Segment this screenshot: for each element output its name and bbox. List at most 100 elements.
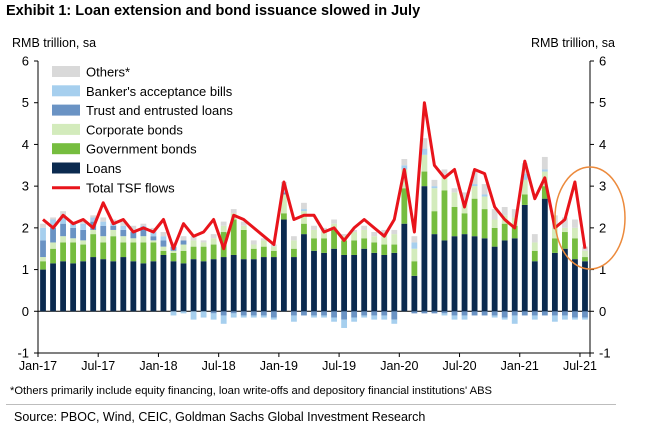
bar-segment-bankers-acceptance bbox=[431, 186, 438, 189]
bar-segment-bankers-acceptance bbox=[471, 184, 478, 187]
bar-segment-government-bonds bbox=[291, 248, 297, 258]
bar-segment-government-bonds bbox=[301, 223, 307, 235]
bar-segment-government-bonds bbox=[562, 232, 568, 249]
bar-segment-corporate-bonds bbox=[471, 186, 478, 199]
bar-segment-corporate-bonds bbox=[391, 234, 398, 245]
bar-segment-bankers-acceptance bbox=[190, 311, 197, 320]
bar-segment-corporate-bonds bbox=[280, 194, 287, 214]
bar-segment-corporate-bonds bbox=[70, 238, 77, 243]
bar-segment-government-bonds bbox=[371, 242, 378, 253]
bar-segment-loans bbox=[411, 275, 418, 312]
bar-segment-others bbox=[371, 232, 378, 237]
bar-segment-others bbox=[90, 215, 97, 218]
bar-segment-trust-entrusted bbox=[562, 311, 568, 316]
bar-segment-loans bbox=[391, 252, 398, 312]
bar-segment-loans bbox=[240, 259, 247, 312]
bar-segment-corporate-bonds bbox=[572, 227, 578, 239]
bar-segment-government-bonds bbox=[190, 246, 197, 260]
bar-segment-loans bbox=[481, 238, 488, 312]
bar-segment-others bbox=[210, 234, 217, 239]
bar-segment-bankers-acceptance bbox=[562, 315, 568, 320]
bar-segment-trust-entrusted bbox=[70, 227, 77, 239]
legend-label: Corporate bonds bbox=[86, 122, 183, 137]
bar-segment-bankers-acceptance bbox=[170, 311, 177, 316]
right-y-tick-label: 4 bbox=[599, 137, 606, 152]
bar-segment-corporate-bonds bbox=[210, 238, 217, 245]
right-y-tick-label: 1 bbox=[599, 262, 606, 277]
left-y-tick-label: 0 bbox=[22, 304, 29, 319]
bar-segment-loans bbox=[441, 240, 448, 312]
bar-segment-corporate-bonds bbox=[160, 246, 167, 251]
bar-segment-trust-entrusted bbox=[511, 311, 518, 316]
x-tick-label: Jul-19 bbox=[322, 359, 356, 373]
bar-segment-trust-entrusted bbox=[301, 311, 307, 316]
left-y-tick-label: -1 bbox=[17, 346, 29, 361]
bar-segment-corporate-bonds bbox=[170, 250, 177, 253]
bar-segment-corporate-bonds bbox=[451, 192, 458, 207]
bar-segment-corporate-bonds bbox=[321, 232, 327, 239]
bar-segment-trust-entrusted bbox=[160, 240, 167, 247]
bar-segment-trust-entrusted bbox=[371, 311, 378, 316]
source-note: Source: PBOC, Wind, CEIC, Goldman Sachs … bbox=[14, 410, 426, 424]
bar-segment-government-bonds bbox=[471, 198, 478, 237]
bar-segment-loans bbox=[60, 261, 66, 312]
bar-segment-government-bonds bbox=[461, 213, 468, 235]
bar-segment-corporate-bonds bbox=[421, 154, 428, 172]
legend-label: Trust and entrusted loans bbox=[86, 103, 233, 118]
legend-label: Government bonds bbox=[86, 142, 197, 157]
bar-segment-bankers-acceptance bbox=[331, 317, 337, 322]
bar-segment-bankers-acceptance bbox=[481, 194, 488, 197]
bar-segment-government-bonds bbox=[441, 190, 448, 241]
bar-segment-others bbox=[291, 236, 297, 241]
legend-swatch bbox=[52, 123, 80, 135]
bar-segment-government-bonds bbox=[311, 238, 317, 251]
bar-segment-loans bbox=[90, 257, 97, 312]
bar-segment-others bbox=[471, 171, 478, 185]
bar-segment-bankers-acceptance bbox=[401, 165, 408, 170]
bar-segment-others bbox=[381, 229, 388, 235]
bar-segment-loans bbox=[100, 259, 107, 312]
bar-segment-government-bonds bbox=[110, 236, 117, 262]
bar-segment-government-bonds bbox=[230, 219, 237, 255]
legend-label: Loans bbox=[86, 161, 122, 176]
bar-segment-loans bbox=[331, 248, 337, 312]
bar-segment-bankers-acceptance bbox=[100, 221, 107, 226]
bar-segment-bankers-acceptance bbox=[240, 315, 247, 318]
left-y-tick-label: 5 bbox=[22, 95, 29, 110]
bar-segment-government-bonds bbox=[90, 234, 97, 258]
bar-segment-bankers-acceptance bbox=[451, 315, 458, 320]
bar-segment-bankers-acceptance bbox=[541, 169, 548, 172]
bar-segment-trust-entrusted bbox=[391, 311, 398, 320]
bar-segment-trust-entrusted bbox=[351, 311, 358, 318]
bar-segment-government-bonds bbox=[551, 238, 558, 253]
bar-segment-loans bbox=[351, 254, 358, 312]
x-tick-label: Jan-21 bbox=[501, 359, 539, 373]
bar-segment-corporate-bonds bbox=[80, 240, 87, 245]
bar-segment-corporate-bonds bbox=[411, 248, 418, 262]
left-y-tick-label: 6 bbox=[22, 54, 29, 69]
bar-segment-others bbox=[431, 179, 438, 187]
x-tick-label: Jan-17 bbox=[19, 359, 57, 373]
bar-segment-government-bonds bbox=[240, 229, 247, 260]
bar-segment-others bbox=[572, 219, 578, 228]
bar-segment-trust-entrusted bbox=[210, 311, 217, 314]
bar-segment-bankers-acceptance bbox=[311, 315, 317, 318]
left-y-tick-label: 1 bbox=[22, 262, 29, 277]
bar-segment-others bbox=[301, 202, 307, 210]
bar-segment-corporate-bonds bbox=[311, 229, 317, 239]
bar-segment-loans bbox=[471, 236, 478, 312]
bar-segment-trust-entrusted bbox=[381, 311, 388, 316]
bar-segment-trust-entrusted bbox=[260, 311, 267, 316]
bar-segment-trust-entrusted bbox=[531, 311, 538, 316]
bar-segment-trust-entrusted bbox=[180, 240, 187, 245]
bar-segment-loans bbox=[521, 204, 528, 312]
bar-segment-loans bbox=[190, 259, 197, 312]
bar-segment-others bbox=[230, 209, 237, 214]
bar-segment-government-bonds bbox=[421, 171, 428, 187]
bar-segment-bankers-acceptance bbox=[70, 223, 77, 228]
bar-segment-government-bonds bbox=[582, 257, 588, 262]
x-tick-label: Jul-20 bbox=[443, 359, 477, 373]
bar-segment-others bbox=[562, 217, 568, 228]
bar-segment-bankers-acceptance bbox=[50, 219, 56, 228]
